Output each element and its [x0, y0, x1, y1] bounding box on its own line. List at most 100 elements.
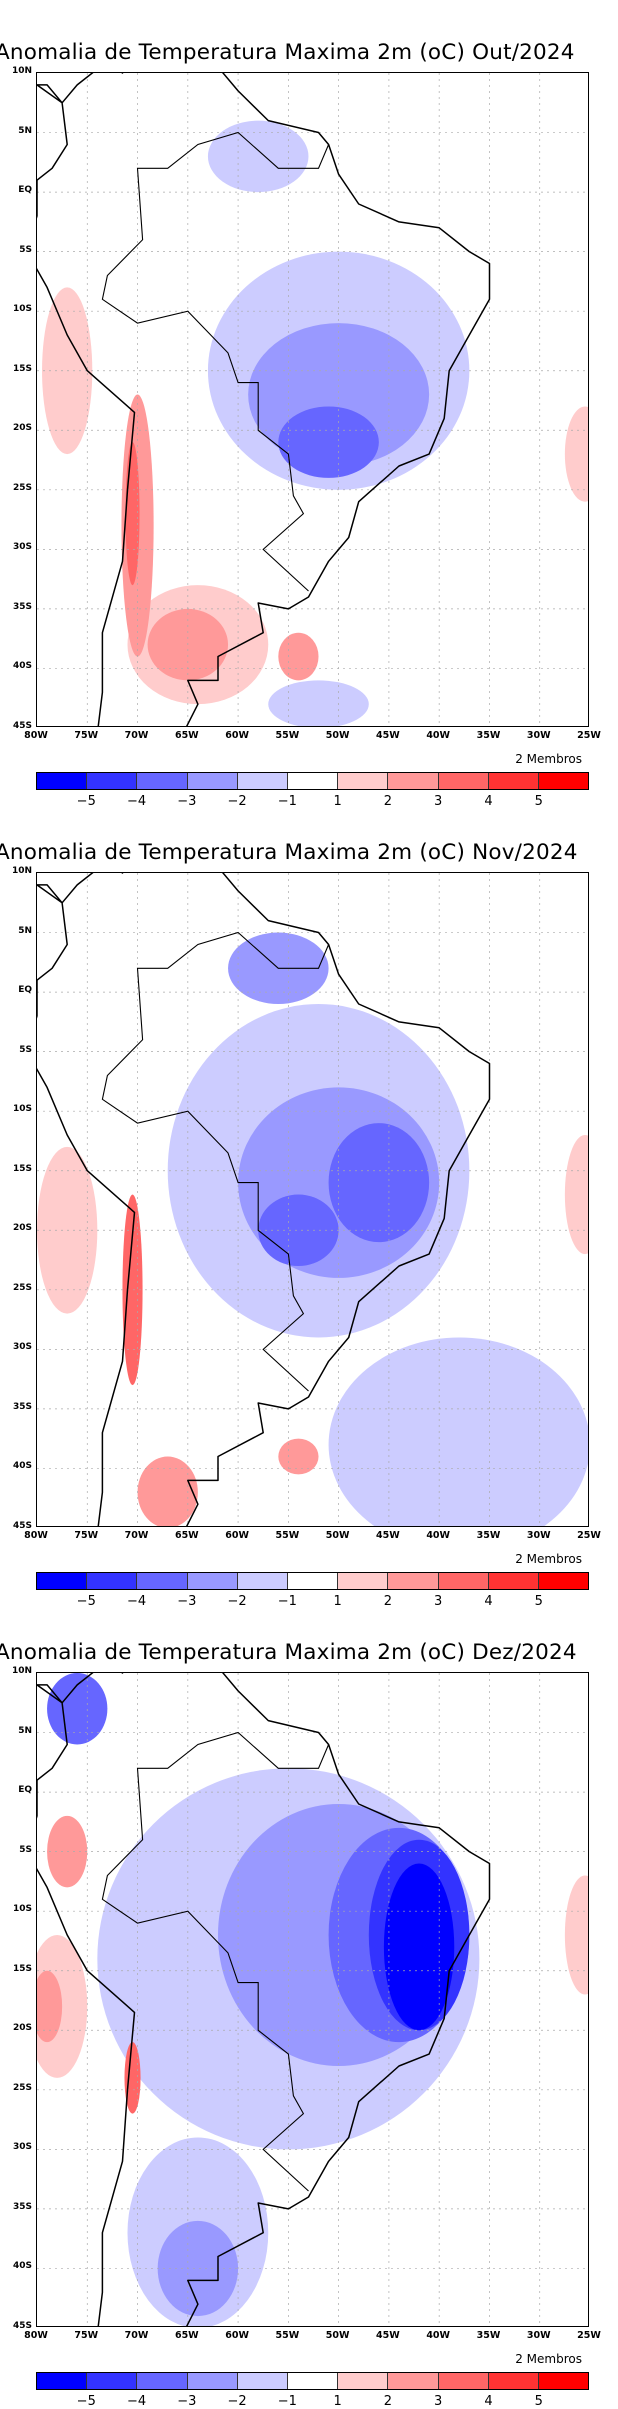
lat-tick-label: 45S	[12, 1521, 32, 1531]
lat-tick-label: 25S	[12, 482, 32, 493]
map-svg	[37, 73, 588, 726]
colorbar-swatch	[287, 1573, 339, 1589]
anomaly-region	[124, 2042, 141, 2114]
map-svg	[37, 1673, 588, 2326]
colorbar-label: 1	[333, 794, 342, 809]
colorbar-label: 1	[333, 1594, 342, 1609]
lat-tick-label: 10S	[12, 1104, 32, 1115]
lat-tick-label: 35S	[12, 2201, 32, 2212]
lon-tick-label: 30W	[526, 730, 551, 741]
colorbar-swatch	[538, 2373, 589, 2389]
members-label: 2 Membros	[515, 752, 582, 766]
country-border	[101, 131, 330, 592]
lat-tick-label: 20S	[12, 1223, 32, 1234]
anomaly-region	[258, 1194, 339, 1266]
map-area	[36, 872, 589, 1527]
lat-tick-label: EQ	[18, 985, 32, 996]
colorbar-label: 3	[434, 794, 443, 809]
map-panel: Anomalia de Temperatura Maxima 2m (oC) D…	[0, 1600, 618, 2409]
lat-tick-label: 45S	[12, 2321, 32, 2331]
lat-tick-label: 5S	[19, 244, 32, 255]
lat-tick-label: 35S	[12, 601, 32, 612]
lat-tick-label: EQ	[18, 185, 32, 196]
anomaly-region	[137, 1456, 198, 1526]
colorbar-swatch	[137, 1573, 188, 1589]
lon-tick-label: 70W	[124, 2330, 149, 2341]
members-label: 2 Membros	[515, 2352, 582, 2366]
colorbar-label: 4	[484, 794, 493, 809]
colorbar-label: −2	[227, 2394, 247, 2409]
map-panel: Anomalia de Temperatura Maxima 2m (oC) O…	[0, 0, 618, 809]
colorbar-swatch	[388, 1573, 439, 1589]
lat-tick-label: 10S	[12, 1904, 32, 1915]
lon-tick-label: 70W	[124, 730, 149, 741]
lon-tick-label: 35W	[476, 730, 501, 741]
map-area	[36, 1672, 589, 2327]
colorbar	[36, 2372, 589, 2390]
colorbar-swatch	[438, 1573, 489, 1589]
lat-tick-label: 5N	[18, 925, 32, 936]
lon-tick-label: 65W	[174, 730, 199, 741]
lon-tick-label: 65W	[174, 1530, 199, 1541]
lat-tick-label: 40S	[12, 2261, 32, 2272]
anomaly-region	[207, 120, 309, 193]
colorbar-label: 4	[484, 2394, 493, 2409]
lat-tick-label: 40S	[12, 661, 32, 672]
lat-tick-label: 30S	[12, 1342, 32, 1353]
colorbar-swatch	[237, 773, 288, 789]
country-border	[101, 931, 330, 1392]
lon-tick-label: 35W	[476, 2330, 501, 2341]
lat-tick-label: 20S	[12, 423, 32, 434]
lat-tick-label: 5S	[19, 1044, 32, 1055]
colorbar-swatch	[87, 1573, 138, 1589]
anomaly-region	[157, 2220, 239, 2317]
colorbar-swatch	[388, 2373, 439, 2389]
lat-tick-label: 15S	[12, 1163, 32, 1174]
colorbar-swatch	[338, 1573, 389, 1589]
lat-tick-label: 20S	[12, 2023, 32, 2034]
colorbar	[36, 1572, 589, 1590]
members-label: 2 Membros	[515, 1552, 582, 1566]
colorbar-label: 2	[383, 2394, 393, 2409]
lat-tick-label: 45S	[12, 721, 32, 731]
map-area	[36, 72, 589, 727]
lat-tick-label: 15S	[12, 363, 32, 374]
colorbar-swatch	[338, 2373, 389, 2389]
anomaly-region	[122, 1194, 143, 1386]
colorbar-label: 1	[333, 2394, 342, 2409]
lon-tick-label: 60W	[225, 2330, 249, 2341]
colorbar-swatch	[237, 2373, 288, 2389]
lon-tick-label: 45W	[376, 1530, 400, 1541]
lon-tick-label: 25W	[577, 2330, 601, 2341]
colorbar-label: 5	[534, 1594, 543, 1609]
colorbar-label: 4	[484, 1594, 493, 1609]
lon-tick-label: 55W	[275, 1530, 300, 1541]
colorbar-swatch	[287, 2373, 339, 2389]
lon-tick-label: 55W	[275, 730, 300, 741]
colorbar	[36, 772, 589, 790]
lat-tick-label: 30S	[12, 542, 32, 553]
colorbar-swatch	[187, 1573, 238, 1589]
colorbar-label: −1	[277, 2394, 297, 2409]
lon-tick-label: 30W	[526, 1530, 551, 1541]
map-title: Anomalia de Temperatura Maxima 2m (oC) N…	[0, 840, 578, 865]
colorbar-label: −5	[76, 794, 96, 809]
colorbar-swatch	[488, 773, 539, 789]
lon-tick-label: 40W	[426, 2330, 451, 2341]
colorbar-swatch	[488, 1573, 539, 1589]
lon-tick-label: 75W	[74, 2330, 99, 2341]
lat-tick-label: 25S	[12, 2082, 32, 2093]
lat-tick-label: 5N	[18, 125, 32, 136]
colorbar-swatch	[187, 773, 238, 789]
colorbar-label: −5	[76, 2394, 96, 2409]
colorbar-swatch	[37, 773, 88, 789]
lat-tick-label: 10S	[12, 304, 32, 315]
colorbar-swatch	[137, 773, 188, 789]
anomaly-region	[564, 1875, 588, 1995]
colorbar-swatch	[187, 2373, 238, 2389]
colorbar-label: 2	[383, 794, 393, 809]
lon-tick-label: 35W	[476, 1530, 501, 1541]
lon-tick-label: 40W	[426, 1530, 451, 1541]
colorbar-label: −3	[177, 794, 197, 809]
anomaly-region	[278, 406, 379, 478]
